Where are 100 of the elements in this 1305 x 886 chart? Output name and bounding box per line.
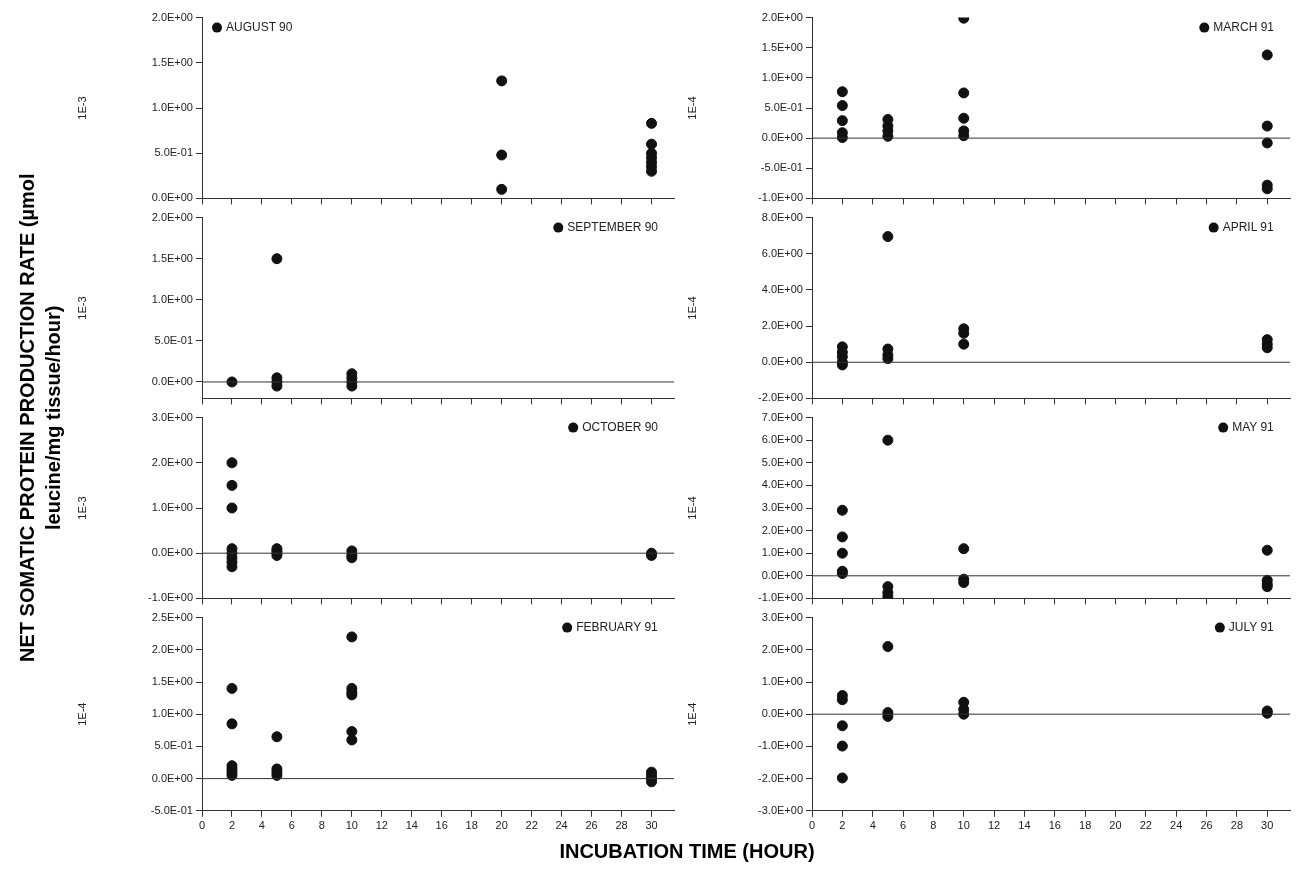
y-tick-label: 1.0E+00 bbox=[761, 675, 803, 688]
x-tick-label: 26 bbox=[585, 819, 598, 832]
y-axis-title: 1E-4 bbox=[685, 296, 698, 320]
legend-label: MARCH 91 bbox=[1213, 19, 1275, 34]
x-tick-label: 16 bbox=[435, 819, 448, 832]
legend-label: SEPTEMBER 90 bbox=[567, 219, 659, 234]
x-tick-label: 10 bbox=[957, 819, 970, 832]
y-tick-label: 5.0E-01 bbox=[764, 101, 803, 114]
y-tick-label: 1.0E+00 bbox=[151, 101, 193, 114]
y-tick-label: -5.0E-01 bbox=[760, 161, 803, 174]
y-tick-label: 1.0E+00 bbox=[151, 707, 193, 720]
y-tick-label: 0.0E+00 bbox=[151, 374, 193, 387]
y-tick-label: 1.5E+00 bbox=[151, 675, 193, 688]
y-tick-label: 2.0E+00 bbox=[151, 210, 193, 223]
x-tick-label: 6 bbox=[288, 819, 295, 832]
y-tick-label: 0.0E+00 bbox=[761, 355, 803, 368]
x-tick-label: 18 bbox=[465, 819, 478, 832]
y-axis-title: 1E-4 bbox=[75, 702, 88, 726]
legend-label: FEBRUARY 91 bbox=[576, 619, 659, 634]
x-tick-label: 12 bbox=[987, 819, 1001, 832]
legend-label: MAY 91 bbox=[1232, 419, 1275, 434]
y-tick-label: 2.0E+00 bbox=[151, 455, 193, 468]
x-tick-label: 20 bbox=[495, 819, 508, 832]
y-tick-label: 6.0E+00 bbox=[761, 246, 803, 259]
x-tick-label: 8 bbox=[318, 819, 325, 832]
y-axis-title: 1E-4 bbox=[685, 496, 698, 520]
x-tick-label: 14 bbox=[405, 819, 418, 832]
y-tick-label: 0.0E+00 bbox=[151, 546, 193, 559]
legend-label: JULY 91 bbox=[1228, 619, 1275, 634]
y-tick-label: 3.0E+00 bbox=[761, 501, 803, 514]
y-tick-label: -1.0E+00 bbox=[758, 191, 803, 204]
y-tick-label: 7.0E+00 bbox=[761, 410, 803, 423]
text: INCUBATION TIME (HOUR) bbox=[558, 840, 816, 863]
y-tick-label: -2.0E+00 bbox=[758, 771, 803, 784]
x-tick-label: 14 bbox=[1018, 819, 1031, 832]
y-tick-label: 2.0E+00 bbox=[761, 642, 803, 655]
x-tick-label: 6 bbox=[899, 819, 907, 832]
x-tick-label: 24 bbox=[1170, 819, 1183, 832]
x-tick-label: 10 bbox=[345, 819, 358, 832]
x-tick-label: 28 bbox=[1230, 819, 1244, 832]
y-axis-title: 1E-4 bbox=[685, 96, 698, 120]
y-tick-label: 2.0E+00 bbox=[761, 10, 803, 23]
x-tick-label: 12 bbox=[375, 819, 388, 832]
x-tick-label: 2 bbox=[228, 819, 236, 832]
x-tick-label: 26 bbox=[1200, 819, 1213, 832]
legend-label: AUGUST 90 bbox=[226, 19, 293, 34]
x-tick-label: 2 bbox=[839, 819, 846, 832]
y-tick-label: -1.0E+00 bbox=[758, 591, 803, 604]
y-tick-label: 2.0E+00 bbox=[151, 10, 193, 23]
y-tick-label: -3.0E+00 bbox=[758, 803, 803, 816]
y-tick-label: 5.0E-01 bbox=[154, 739, 193, 752]
y-tick-label: 0.0E+00 bbox=[761, 707, 803, 720]
y-tick-label: -5.0E-01 bbox=[150, 803, 193, 816]
legend-label: OCTOBER 90 bbox=[582, 419, 659, 434]
y-tick-label: 6.0E+00 bbox=[761, 433, 803, 446]
x-tick-label: 16 bbox=[1048, 819, 1061, 832]
y-axis-title: 1E-3 bbox=[75, 496, 88, 520]
x-tick-label: 24 bbox=[555, 819, 568, 832]
y-tick-label: 1.0E+00 bbox=[151, 501, 193, 514]
x-tick-label: 0 bbox=[198, 819, 206, 832]
x-tick-label: 30 bbox=[645, 819, 658, 832]
y-tick-label: -2.0E+00 bbox=[758, 391, 803, 404]
x-tick-label: 0 bbox=[808, 819, 816, 832]
y-axis-title: 1E-4 bbox=[685, 702, 698, 726]
y-tick-label: 1.0E+00 bbox=[761, 70, 803, 83]
x-tick-label: 22 bbox=[525, 819, 538, 832]
x-tick-label: 8 bbox=[930, 819, 937, 832]
y-tick-label: 0.0E+00 bbox=[761, 131, 803, 144]
y-tick-label: 1.5E+00 bbox=[151, 251, 193, 264]
legend-label: APRIL 91 bbox=[1222, 219, 1274, 234]
x-tick-label: 30 bbox=[1261, 819, 1274, 832]
x-tick-label: 22 bbox=[1139, 819, 1152, 832]
y-tick-label: 1.5E+00 bbox=[151, 55, 193, 68]
y-tick-label: 5.0E-01 bbox=[154, 146, 193, 159]
x-tick-label: 28 bbox=[615, 819, 628, 832]
x-tick-label: 20 bbox=[1109, 819, 1122, 832]
y-tick-label: 1.0E+00 bbox=[151, 292, 193, 305]
y-tick-label: 1.5E+00 bbox=[761, 40, 803, 53]
y-tick-label: 8.0E+00 bbox=[761, 210, 803, 223]
text: NET SOMATIC PROTEIN PRODUCTION RATE (µmol leucine/mg tissue/hour) bbox=[15, 172, 65, 665]
y-tick-label: 3.0E+00 bbox=[761, 610, 803, 623]
y-tick-label: 2.0E+00 bbox=[761, 523, 803, 536]
y-tick-label: 0.0E+00 bbox=[151, 771, 193, 784]
y-tick-label: 5.0E+00 bbox=[761, 455, 803, 468]
y-axis-title: 1E-3 bbox=[75, 296, 88, 320]
y-tick-label: 0.0E+00 bbox=[761, 568, 803, 581]
y-tick-label: 4.0E+00 bbox=[761, 478, 803, 491]
x-tick-label: 4 bbox=[258, 819, 265, 832]
y-tick-label: 2.0E+00 bbox=[151, 642, 193, 655]
y-tick-label: 0.0E+00 bbox=[151, 191, 193, 204]
y-tick-label: 3.0E+00 bbox=[151, 410, 193, 423]
x-tick-label: 4 bbox=[869, 819, 876, 832]
x-tick-label: 18 bbox=[1079, 819, 1092, 832]
y-tick-label: 5.0E-01 bbox=[154, 333, 193, 346]
y-tick-label: -1.0E+00 bbox=[758, 739, 803, 752]
y-axis-title: 1E-3 bbox=[75, 96, 88, 120]
y-tick-label: -1.0E+00 bbox=[148, 591, 193, 604]
y-tick-label: 2.0E+00 bbox=[761, 319, 803, 332]
y-tick-label: 2.5E+00 bbox=[151, 610, 193, 623]
y-tick-label: 1.0E+00 bbox=[761, 546, 803, 559]
